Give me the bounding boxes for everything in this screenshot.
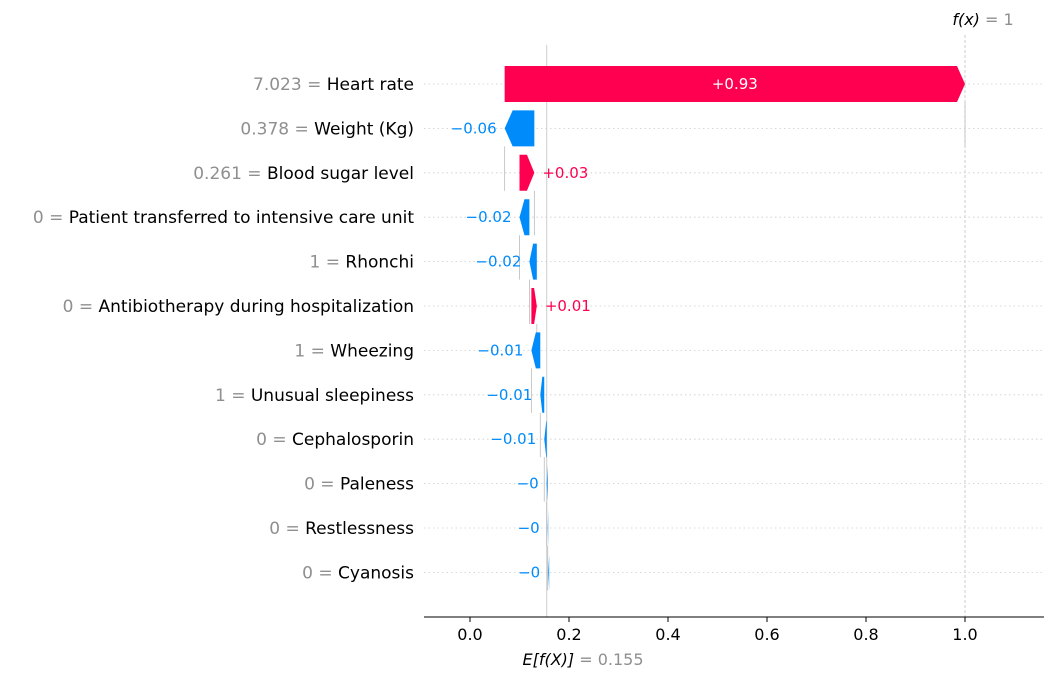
contribution-label: −0.06 [451, 119, 497, 137]
contribution-label: −0 [518, 519, 540, 537]
feature-value: 0 = [304, 475, 340, 495]
x-axis: 0.0 0.2 0.4 0.6 0.8 1.0 [424, 616, 1044, 644]
waterfall-bar [519, 199, 530, 236]
contribution-label: −0.02 [466, 208, 512, 226]
contribution-label: −0.02 [475, 253, 521, 271]
output-value-fx: f(x) [952, 10, 980, 29]
x-tick-label: 1.0 [952, 625, 977, 644]
contribution-label: −0.01 [486, 386, 532, 404]
output-value-number: 1 [1003, 10, 1013, 29]
feature-value: 1 = [215, 386, 251, 406]
feature-label: 0.378 = Weight (Kg) [240, 119, 414, 139]
base-value-label: E[f(X)] = 0.155 [522, 650, 643, 669]
feature-label: 1 = Rhonchi [310, 253, 414, 273]
feature-label: 1 = Unusual sleepiness [215, 386, 414, 406]
feature-value: 0 = [63, 297, 99, 317]
waterfall-bar [544, 421, 547, 458]
waterfall-bar [546, 465, 548, 502]
feature-value: 7.023 = [253, 75, 327, 95]
waterfall-bar [504, 66, 965, 102]
output-value-label: f(x) = 1 [952, 10, 1013, 29]
feature-label: 0 = Restlessness [269, 519, 414, 539]
base-value-fx: E[f(X)] [522, 650, 574, 669]
feature-label: 0 = Paleness [304, 475, 414, 495]
x-tick-label: 0.6 [754, 625, 779, 644]
bars: +0.93 −0.06 +0.03 −0.02 −0.02 +0.01 −0.01 −0.01… [451, 66, 965, 591]
feature-label: 0 = Cyanosis [302, 563, 414, 583]
feature-name: Weight (Kg) [314, 119, 414, 139]
feature-label: 0.261 = Blood sugar level [193, 164, 414, 184]
feature-labels: 7.023 = Heart rate 0.378 = Weight (Kg) 0.2… [33, 75, 414, 583]
feature-label: 0 = Antibiotherapy during hospitalizatio… [63, 297, 414, 317]
feature-name: Restlessness [305, 519, 414, 539]
feature-name: Rhonchi [345, 253, 414, 273]
waterfall-bar [548, 554, 550, 591]
x-tick-label: 0.0 [457, 625, 482, 644]
output-value-eq: = [980, 10, 1004, 29]
guide-lines [504, 35, 966, 617]
waterfall-bar [529, 243, 537, 280]
feature-name: Paleness [340, 475, 414, 495]
feature-value: 0 = [33, 208, 69, 228]
feature-name: Blood sugar level [267, 164, 414, 184]
x-tick-label: 0.8 [853, 625, 878, 644]
feature-label: 7.023 = Heart rate [253, 75, 414, 95]
feature-label: 0 = Cephalosporin [256, 430, 414, 450]
waterfall-bar [504, 110, 535, 147]
contribution-label: +0.93 [712, 75, 758, 93]
feature-name: Patient transferred to intensive care un… [69, 208, 415, 228]
contribution-label: −0 [517, 475, 539, 493]
waterfall-bar [519, 154, 535, 191]
grid-lines [424, 83, 1044, 573]
contribution-label: −0.01 [490, 430, 536, 448]
feature-name: Antibiotherapy during hospitalization [99, 297, 415, 317]
contribution-label: −0 [518, 563, 540, 581]
feature-value: 1 = [294, 341, 330, 361]
waterfall-bar [540, 376, 545, 413]
contribution-label: −0.01 [477, 341, 523, 359]
feature-name: Wheezing [330, 341, 414, 361]
waterfall-bar [531, 288, 537, 324]
feature-name: Cyanosis [338, 563, 414, 583]
base-value-number: 0.155 [598, 650, 644, 669]
feature-value: 0 = [269, 519, 305, 539]
feature-value: 0.378 = [240, 119, 314, 139]
feature-name: Cephalosporin [292, 430, 414, 450]
feature-value: 0 = [256, 430, 292, 450]
waterfall-bar [531, 332, 541, 369]
feature-value: 0.261 = [193, 164, 267, 184]
feature-value: 0 = [302, 563, 338, 583]
base-value-eq: = [574, 650, 598, 669]
contribution-label: +0.03 [542, 164, 588, 182]
feature-label: 0 = Patient transferred to intensive car… [33, 208, 414, 228]
feature-value: 1 = [310, 253, 346, 273]
feature-label: 1 = Wheezing [294, 341, 414, 361]
x-tick-label: 0.4 [655, 625, 680, 644]
feature-name: Unusual sleepiness [251, 386, 414, 406]
feature-name: Heart rate [327, 75, 414, 95]
x-tick-label: 0.2 [556, 625, 581, 644]
contribution-label: +0.01 [545, 297, 591, 315]
